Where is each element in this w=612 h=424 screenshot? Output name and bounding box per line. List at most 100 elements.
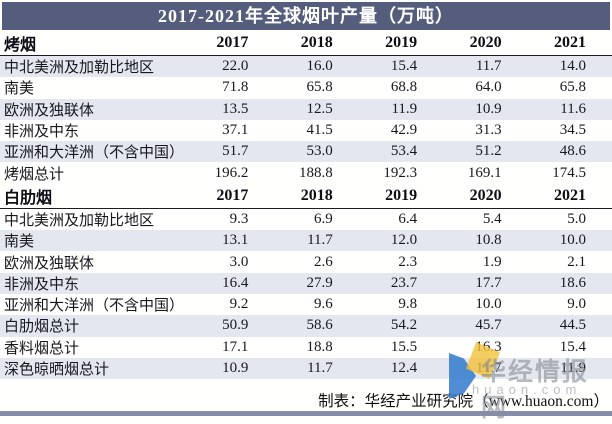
value-cell: 11.7 [307, 232, 333, 249]
value-cell: 65.8 [306, 79, 333, 96]
value-cell: 71.8 [222, 79, 249, 96]
page-title: 2017-2021年全球烟叶产量（万吨） [2, 2, 610, 30]
value-cell: 2.1 [567, 253, 586, 270]
table-row: 非洲及中东 37.1 41.5 42.9 31.3 34.5 [0, 120, 612, 141]
value-cell: 15.4 [559, 338, 586, 355]
value-cell: 64.0 [475, 79, 502, 96]
year-header-cell: 2019 [358, 183, 444, 209]
section-title: 白肋烟 [0, 183, 190, 209]
value-cell: 11.9 [560, 360, 586, 376]
year-header-cell: 2019 [358, 30, 444, 56]
value-cell: 42.9 [390, 122, 418, 139]
region-cell: 白肋烟总计 [4, 319, 80, 336]
year-header-cell: 2021 [527, 183, 612, 209]
value-cell: 23.7 [390, 274, 418, 291]
value-cell: 2.6 [314, 253, 333, 270]
region-cell: 欧洲及独联体 [4, 102, 95, 119]
value-cell: 10.8 [475, 232, 502, 249]
value-cell: 53.4 [390, 143, 418, 160]
value-cell: 51.7 [222, 143, 249, 160]
value-cell: 9.2 [229, 296, 249, 313]
value-cell: 34.5 [559, 122, 586, 139]
region-cell: 亚洲和大洋洲（不含中国） [4, 145, 185, 162]
region-cell: 非洲及中东 [4, 124, 80, 141]
year-header-cell: 2018 [274, 30, 359, 56]
region-cell: 深色晾晒烟总计 [4, 362, 110, 378]
region-cell: 中北美洲及加勒比地区 [4, 212, 155, 229]
value-cell: 17.7 [475, 274, 502, 291]
value-cell: 3.0 [229, 253, 249, 270]
value-cell: 192.3 [383, 164, 418, 181]
value-cell: 169.1 [467, 164, 502, 181]
value-cell: 6.4 [398, 210, 418, 227]
section-title: 烤烟 [0, 30, 190, 56]
value-cell: 11.7 [475, 360, 502, 376]
value-cell: 15.4 [390, 58, 418, 75]
table-row: 烤烟总计 196.2 188.8 192.3 169.1 174.5 [0, 162, 612, 183]
table-row: 中北美洲及加勒比地区 22.0 16.0 15.4 11.7 14.0 [0, 55, 612, 78]
region-cell: 非洲及中东 [4, 276, 80, 293]
value-cell: 12.4 [390, 360, 418, 376]
region-cell: 烤烟总计 [4, 166, 65, 183]
value-cell: 51.2 [475, 143, 502, 160]
value-cell: 68.8 [390, 79, 418, 96]
table-row: 南美 13.1 11.7 12.0 10.8 10.0 [0, 230, 612, 252]
table-row: 香料烟总计 17.1 18.8 15.5 16.3 15.4 [0, 337, 612, 358]
value-cell: 50.9 [222, 317, 249, 334]
value-cell: 22.0 [222, 58, 249, 75]
value-cell: 1.9 [482, 253, 502, 270]
year-header-cell: 2020 [443, 183, 528, 209]
value-cell: 10.9 [475, 100, 502, 117]
bottom-bar [0, 411, 612, 416]
value-cell: 11.9 [391, 100, 418, 117]
value-cell: 12.0 [390, 232, 418, 249]
table-row: 南美 71.8 65.8 68.8 64.0 65.8 [0, 77, 612, 98]
value-cell: 48.6 [559, 143, 586, 160]
value-cell: 15.5 [390, 338, 418, 355]
table-row: 亚洲和大洋洲（不含中国） 9.2 9.6 9.8 10.0 9.0 [0, 294, 612, 315]
year-header-cell: 2018 [274, 183, 359, 209]
region-cell: 中北美洲及加勒比地区 [4, 60, 155, 77]
region-cell: 欧洲及独联体 [4, 255, 95, 272]
value-cell: 11.6 [560, 100, 586, 117]
value-cell: 13.1 [222, 232, 249, 249]
value-cell: 44.5 [559, 317, 586, 334]
value-cell: 16.4 [222, 274, 249, 291]
year-header-cell: 2021 [527, 30, 612, 56]
value-cell: 54.2 [390, 317, 418, 334]
table-row: 欧洲及独联体 3.0 2.6 2.3 1.9 2.1 [0, 251, 612, 272]
value-cell: 11.7 [307, 360, 333, 376]
value-cell: 188.8 [299, 164, 333, 181]
region-cell: 南美 [4, 81, 35, 98]
value-cell: 13.5 [222, 100, 249, 117]
value-cell: 5.0 [567, 210, 586, 227]
value-cell: 53.0 [306, 143, 333, 160]
value-cell: 9.0 [567, 296, 586, 313]
value-cell: 18.8 [306, 338, 333, 355]
value-cell: 10.0 [475, 296, 502, 313]
year-header-cell: 2017 [190, 183, 275, 209]
production-table: 烤烟 2017 2018 2019 2020 2021 中北美洲及加勒比地区 22.0 16.0… [0, 30, 612, 380]
value-cell: 27.9 [306, 274, 333, 291]
value-cell: 31.3 [475, 122, 502, 139]
table-row: 深色晾晒烟总计 10.9 11.7 12.4 11.7 11.9 [0, 357, 612, 380]
value-cell: 5.4 [482, 210, 502, 227]
table-row: 亚洲和大洋洲（不含中国） 51.7 53.0 53.4 51.2 48.6 [0, 141, 612, 163]
value-cell: 11.7 [475, 58, 502, 75]
value-cell: 17.1 [222, 338, 249, 355]
value-cell: 2.3 [398, 253, 418, 270]
region-cell: 香料烟总计 [4, 340, 80, 357]
value-cell: 58.6 [306, 317, 333, 334]
value-cell: 37.1 [222, 122, 249, 139]
value-cell: 9.3 [229, 210, 249, 227]
value-cell: 41.5 [306, 122, 333, 139]
value-cell: 65.8 [559, 79, 586, 96]
value-cell: 196.2 [214, 164, 249, 181]
table-body: 烤烟 2017 2018 2019 2020 2021 中北美洲及加勒比地区 22.0 16.0… [0, 30, 612, 380]
table-row: 欧洲及独联体 13.5 12.5 11.9 10.9 11.6 [0, 98, 612, 120]
region-cell: 亚洲和大洋洲（不含中国） [4, 298, 185, 315]
value-cell: 16.3 [475, 338, 502, 355]
year-header-cell: 2020 [443, 30, 528, 56]
credit-line: 制表：华经产业研究院（www.huaon.com） [318, 393, 609, 410]
value-cell: 6.9 [314, 210, 333, 227]
